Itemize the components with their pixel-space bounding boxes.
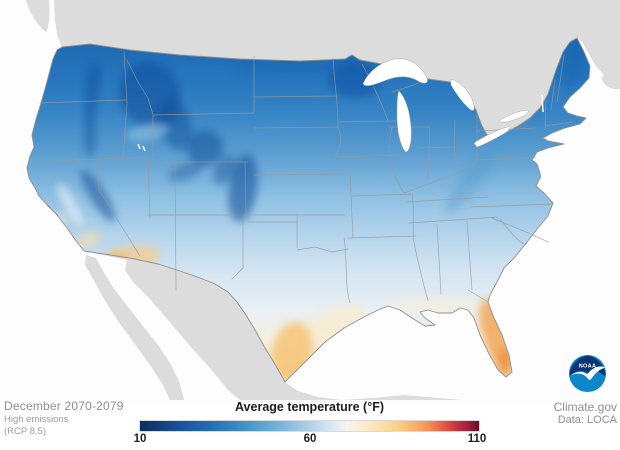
baja-california xyxy=(85,255,184,400)
lake-superior xyxy=(362,58,428,86)
legend-colorbar xyxy=(140,421,479,431)
small-water-features xyxy=(137,94,544,184)
canada-landmass xyxy=(54,0,620,140)
lake-erie xyxy=(473,126,510,148)
noaa-logo-icon: NOAA xyxy=(568,354,607,393)
us-temperature-map-graphic xyxy=(26,0,620,400)
map-annotation: December 2070-2079 High emissions (RCP 8… xyxy=(4,400,124,438)
lake-champlain xyxy=(541,94,544,113)
scenario-detail-label: (RCP 8.5) xyxy=(4,425,47,437)
nova-scotia xyxy=(601,74,620,90)
lake-michigan xyxy=(396,90,412,153)
scenario-label: High emissions xyxy=(4,414,69,425)
legend-tick-max: 110 xyxy=(467,433,487,445)
lake-ontario xyxy=(498,109,529,123)
time-period-label: December 2070-2079 xyxy=(4,399,124,413)
great-lakes xyxy=(362,58,529,153)
chesapeake-bay xyxy=(539,165,544,184)
credits: Climate.gov Data: LOCA xyxy=(554,401,617,426)
vancouver-island xyxy=(26,0,50,32)
mexico-landmass xyxy=(84,251,462,400)
noaa-logo-text: NOAA xyxy=(579,363,597,369)
site-credit: Climate.gov xyxy=(553,400,617,414)
legend-tick-mid: 60 xyxy=(303,433,317,445)
legend-tick-min: 10 xyxy=(133,433,147,445)
us-outline xyxy=(26,37,591,383)
state-borders xyxy=(29,51,573,304)
lake-huron xyxy=(450,78,475,111)
data-source-credit: Data: LOCA xyxy=(557,414,617,426)
great-salt-lake xyxy=(137,143,146,152)
legend-title: Average temperature (°F) xyxy=(234,400,385,414)
